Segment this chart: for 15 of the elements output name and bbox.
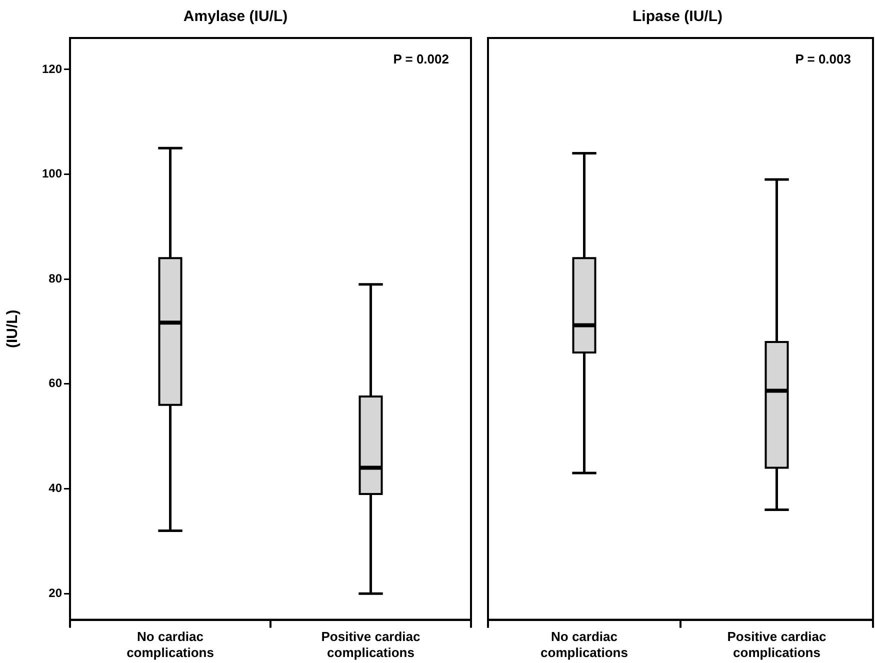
y-tick-label: 120 (42, 62, 62, 76)
y-tick-label: 40 (48, 481, 62, 496)
y-tick-label: 80 (48, 271, 62, 286)
y-tick-label: 100 (42, 166, 62, 181)
x-tick-label: Positive cardiac complications (321, 629, 420, 660)
x-tick-label: No cardiac complications (540, 629, 628, 660)
y-tick-label: 20 (48, 586, 62, 600)
annotation: P = 0.003 (795, 52, 851, 67)
chart-title: Amylase (IU/L) (183, 8, 288, 26)
x-tick-label: Positive cardiac complications (727, 629, 826, 660)
y-tick-label: 60 (48, 376, 62, 390)
y-axis-title: (IU/L) (4, 310, 22, 348)
x-tick-label: No cardiac complications (126, 629, 214, 660)
annotation: P = 0.002 (393, 52, 449, 67)
chart-title: Lipase (IU/L) (632, 8, 723, 26)
